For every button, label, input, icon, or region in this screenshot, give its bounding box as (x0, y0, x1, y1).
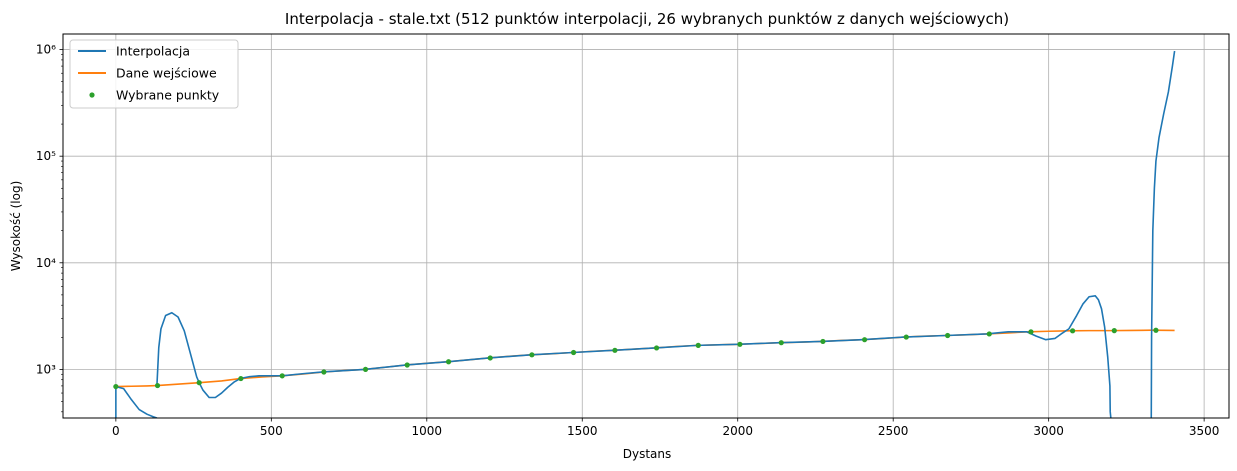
data-point (570, 349, 577, 356)
legend-label-wybrane-punkty: Wybrane punkty (116, 88, 220, 103)
plot-frame (62, 33, 1230, 419)
grid (63, 34, 1229, 418)
x-tick-label: 2000 (722, 424, 753, 438)
data-point (154, 382, 161, 389)
data-point (196, 380, 202, 386)
legend: Interpolacja Dane wejściowe Wybrane punk… (69, 39, 239, 109)
data-point (903, 334, 909, 340)
data-point (1111, 328, 1117, 334)
x-tick-label: 0 (112, 424, 120, 438)
data-point (1153, 327, 1159, 333)
x-tick-label: 2500 (878, 424, 909, 438)
x-tick-label: 1000 (412, 424, 443, 438)
y-tick-label: 10⁶ (36, 43, 56, 57)
data-point (737, 341, 743, 347)
data-point (861, 337, 868, 343)
y-tick-label: 10⁴ (36, 256, 56, 270)
x-tick-label: 1500 (567, 424, 598, 438)
data-point (529, 352, 535, 358)
x-tick-label: 3000 (1033, 424, 1064, 438)
data-point (695, 342, 701, 348)
data-point (445, 359, 452, 365)
chart-title: Interpolacja - stale.txt (512 punktów in… (285, 10, 1009, 28)
data-point (487, 355, 493, 361)
x-axis: 0 500 1000 1500 2000 2500 3000 3500 (112, 418, 1219, 438)
data-point (612, 347, 618, 353)
data-point (820, 338, 826, 345)
legend-label-dane-wejsciowe: Dane wejściowe (116, 66, 217, 81)
y-axis-label: Wysokość (log) (9, 181, 23, 272)
data-point (362, 366, 369, 372)
data-point (238, 375, 244, 382)
data-point (653, 345, 660, 351)
legend-swatch-wybrane-punkty (89, 92, 95, 98)
y-axis: 10³ 10⁴ 10⁵ 10⁶ (36, 43, 63, 413)
data-point (778, 340, 784, 346)
legend-box (69, 39, 239, 109)
data-point (1070, 328, 1076, 334)
data-point (404, 362, 410, 368)
legend-label-interpolacja: Interpolacja (116, 44, 190, 59)
data-point (279, 373, 285, 379)
x-tick-label: 500 (260, 424, 283, 438)
series-line-interpolacja (115, 385, 158, 418)
series-layer (113, 50, 1176, 418)
series-line-interpolacja (1150, 50, 1176, 418)
y-tick-label: 10³ (36, 362, 56, 376)
y-tick-label: 10⁵ (36, 149, 56, 163)
series-line-interpolacja (156, 311, 283, 399)
data-point (321, 369, 327, 375)
data-point (945, 332, 951, 339)
data-point (986, 331, 992, 337)
data-point (113, 383, 119, 390)
data-point (1028, 329, 1034, 335)
x-tick-label: 3500 (1189, 424, 1220, 438)
x-axis-label: Dystans (623, 447, 672, 461)
